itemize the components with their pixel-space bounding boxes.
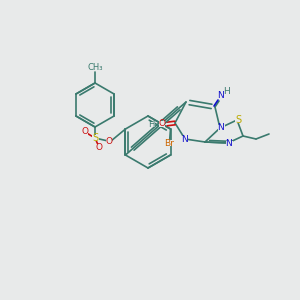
FancyBboxPatch shape xyxy=(82,129,88,135)
Text: N: N xyxy=(218,91,224,100)
FancyBboxPatch shape xyxy=(235,117,242,123)
FancyBboxPatch shape xyxy=(106,138,112,144)
Text: O: O xyxy=(158,119,166,128)
FancyBboxPatch shape xyxy=(149,122,155,127)
FancyBboxPatch shape xyxy=(92,135,98,141)
Text: CH₃: CH₃ xyxy=(87,62,103,71)
FancyBboxPatch shape xyxy=(163,140,176,146)
FancyBboxPatch shape xyxy=(159,121,165,127)
FancyBboxPatch shape xyxy=(96,144,102,150)
Text: S: S xyxy=(92,133,98,143)
Text: O: O xyxy=(95,142,103,152)
Text: Br: Br xyxy=(165,139,175,148)
Text: S: S xyxy=(235,115,241,125)
FancyBboxPatch shape xyxy=(218,92,224,98)
Text: H: H xyxy=(224,86,230,95)
Text: N: N xyxy=(181,134,188,143)
FancyBboxPatch shape xyxy=(181,136,188,142)
FancyBboxPatch shape xyxy=(224,88,230,94)
FancyBboxPatch shape xyxy=(218,125,224,131)
Text: H: H xyxy=(148,120,155,129)
Text: N: N xyxy=(226,140,232,148)
Text: O: O xyxy=(106,136,112,146)
FancyBboxPatch shape xyxy=(226,141,232,147)
Text: O: O xyxy=(82,128,88,136)
FancyBboxPatch shape xyxy=(87,64,103,70)
Text: N: N xyxy=(218,124,224,133)
